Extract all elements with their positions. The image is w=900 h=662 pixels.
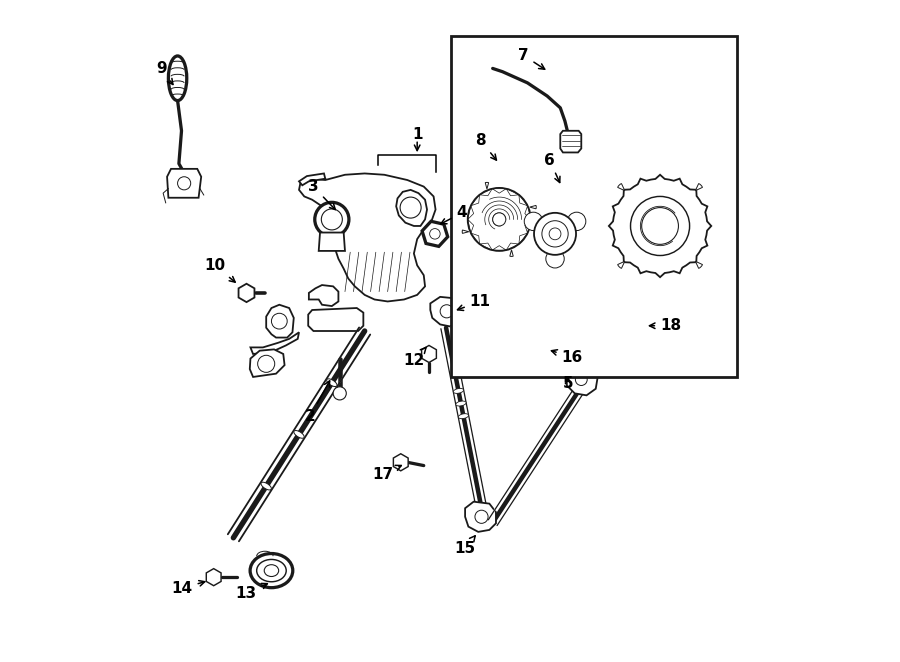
Text: 14: 14 <box>172 581 205 596</box>
Text: 18: 18 <box>650 318 681 333</box>
Polygon shape <box>299 173 436 301</box>
Wedge shape <box>509 250 513 256</box>
Polygon shape <box>250 350 284 377</box>
Polygon shape <box>506 243 519 250</box>
Circle shape <box>177 177 191 190</box>
Text: 6: 6 <box>544 153 560 183</box>
Wedge shape <box>463 230 469 234</box>
Circle shape <box>642 208 679 244</box>
Circle shape <box>400 197 421 218</box>
Text: 1: 1 <box>412 126 422 142</box>
Polygon shape <box>468 206 473 219</box>
Ellipse shape <box>250 553 292 588</box>
Polygon shape <box>250 332 299 354</box>
Text: 15: 15 <box>454 536 475 557</box>
Ellipse shape <box>256 559 286 582</box>
Wedge shape <box>617 183 625 191</box>
Text: 12: 12 <box>404 348 426 368</box>
Polygon shape <box>519 195 527 206</box>
Circle shape <box>492 213 506 226</box>
Circle shape <box>333 387 346 400</box>
Polygon shape <box>609 175 711 277</box>
Text: 8: 8 <box>475 133 497 160</box>
Wedge shape <box>696 261 703 268</box>
Ellipse shape <box>455 401 466 406</box>
Circle shape <box>272 313 287 329</box>
Text: 5: 5 <box>562 376 573 391</box>
Ellipse shape <box>458 414 469 418</box>
Circle shape <box>257 355 274 372</box>
Ellipse shape <box>293 430 304 438</box>
Polygon shape <box>561 131 581 152</box>
Circle shape <box>475 510 488 524</box>
Wedge shape <box>530 205 536 209</box>
Circle shape <box>524 213 543 230</box>
Text: 7: 7 <box>518 48 544 70</box>
Circle shape <box>534 213 576 255</box>
Polygon shape <box>308 308 364 331</box>
Text: 10: 10 <box>204 258 235 282</box>
Polygon shape <box>309 285 338 306</box>
Polygon shape <box>519 233 527 244</box>
Circle shape <box>429 228 440 239</box>
Circle shape <box>567 213 586 230</box>
Text: 3: 3 <box>308 179 336 210</box>
Wedge shape <box>617 261 625 268</box>
Ellipse shape <box>168 56 187 101</box>
Circle shape <box>545 250 564 268</box>
Ellipse shape <box>261 482 272 490</box>
Polygon shape <box>319 232 345 251</box>
Bar <box>451 36 737 377</box>
Circle shape <box>630 320 641 331</box>
Polygon shape <box>430 297 464 326</box>
Wedge shape <box>485 183 489 189</box>
Polygon shape <box>266 305 293 338</box>
Polygon shape <box>468 219 473 233</box>
Circle shape <box>549 228 561 240</box>
Polygon shape <box>492 189 506 193</box>
Polygon shape <box>299 173 325 185</box>
Ellipse shape <box>265 565 279 577</box>
Wedge shape <box>696 183 703 191</box>
Polygon shape <box>480 189 492 196</box>
Circle shape <box>631 197 689 256</box>
Polygon shape <box>525 206 531 219</box>
Circle shape <box>440 305 454 318</box>
Polygon shape <box>480 243 492 250</box>
Polygon shape <box>471 195 480 206</box>
Polygon shape <box>525 219 531 233</box>
Text: 16: 16 <box>552 350 583 365</box>
Polygon shape <box>492 246 506 250</box>
Circle shape <box>575 373 587 385</box>
Text: 2: 2 <box>305 381 329 424</box>
Circle shape <box>315 203 349 236</box>
Polygon shape <box>167 169 202 198</box>
Text: 11: 11 <box>457 294 490 310</box>
Ellipse shape <box>327 379 337 387</box>
Circle shape <box>542 220 568 247</box>
Circle shape <box>321 209 342 230</box>
Ellipse shape <box>454 389 464 393</box>
Polygon shape <box>567 364 598 395</box>
Text: 13: 13 <box>235 583 267 601</box>
Polygon shape <box>465 502 496 532</box>
Polygon shape <box>396 190 427 226</box>
Text: 9: 9 <box>156 61 173 85</box>
Text: 17: 17 <box>373 465 401 481</box>
Polygon shape <box>471 233 480 244</box>
Polygon shape <box>506 189 519 196</box>
Text: 4: 4 <box>441 205 467 224</box>
